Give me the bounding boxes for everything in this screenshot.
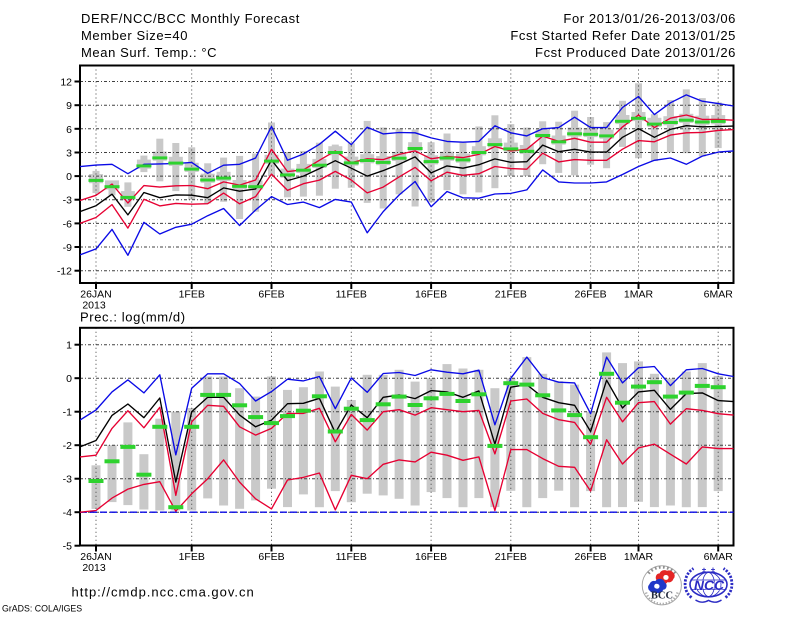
svg-text:-3: -3 [63,474,72,486]
svg-text:16FEB: 16FEB [415,289,447,301]
svg-text:-9: -9 [63,242,72,254]
svg-text:9: 9 [66,100,72,112]
svg-text:1FEB: 1FEB [179,551,205,563]
svg-text:3: 3 [66,147,72,159]
svg-text:26FEB: 26FEB [575,289,607,301]
svg-text:6FEB: 6FEB [258,289,284,301]
svg-text:26JAN: 26JAN [80,551,112,563]
svg-text:0: 0 [66,171,72,183]
svg-text:-5: -5 [63,541,72,553]
svg-text:21FEB: 21FEB [495,289,527,301]
svg-text:-12: -12 [57,266,72,278]
svg-text:For 2013/01/26-2013/03/06: For 2013/01/26-2013/03/06 [563,11,736,26]
svg-text:6: 6 [66,124,72,136]
svg-text:DERF/NCC/BCC Monthly Forecast: DERF/NCC/BCC Monthly Forecast [81,11,300,26]
svg-text:26FEB: 26FEB [575,551,607,563]
svg-text:16FEB: 16FEB [415,551,447,563]
svg-text:0: 0 [66,373,72,385]
svg-text:Fcst Started Refer Date 2013/0: Fcst Started Refer Date 2013/01/25 [510,28,736,43]
svg-text:-1: -1 [63,407,72,419]
svg-text:1MAR: 1MAR [624,289,654,301]
svg-text:6MAR: 6MAR [704,289,734,301]
svg-text:6FEB: 6FEB [258,551,284,563]
svg-text:Member Size=40: Member Size=40 [81,28,188,43]
svg-text:Prec.: log(mm/d): Prec.: log(mm/d) [80,310,186,325]
svg-text:1MAR: 1MAR [624,551,654,563]
svg-text:26JAN: 26JAN [80,289,112,301]
svg-text:11FEB: 11FEB [336,289,367,301]
svg-text:-4: -4 [63,507,72,519]
svg-text:Mean Surf. Temp.: °C: Mean Surf. Temp.: °C [81,45,217,60]
svg-text:1FEB: 1FEB [179,289,205,301]
svg-text:http://cmdp.ncc.cma.gov.cn: http://cmdp.ncc.cma.gov.cn [72,585,255,600]
svg-text:-6: -6 [63,218,72,230]
svg-text:-2: -2 [63,440,72,452]
svg-text:1: 1 [66,340,72,352]
svg-text:-3: -3 [63,195,72,207]
svg-text:6MAR: 6MAR [704,551,734,563]
svg-text:GrADS: COLA/IGES: GrADS: COLA/IGES [2,604,82,614]
svg-text:21FEB: 21FEB [495,551,527,563]
svg-text:NCC: NCC [694,577,725,593]
svg-text:BCC: BCC [651,591,673,602]
svg-text:Fcst Produced Date 2013/01/26: Fcst Produced Date 2013/01/26 [535,45,736,60]
svg-text:2013: 2013 [82,562,106,574]
svg-text:11FEB: 11FEB [336,551,367,563]
svg-text:12: 12 [60,77,72,89]
svg-text:2013: 2013 [82,300,106,312]
